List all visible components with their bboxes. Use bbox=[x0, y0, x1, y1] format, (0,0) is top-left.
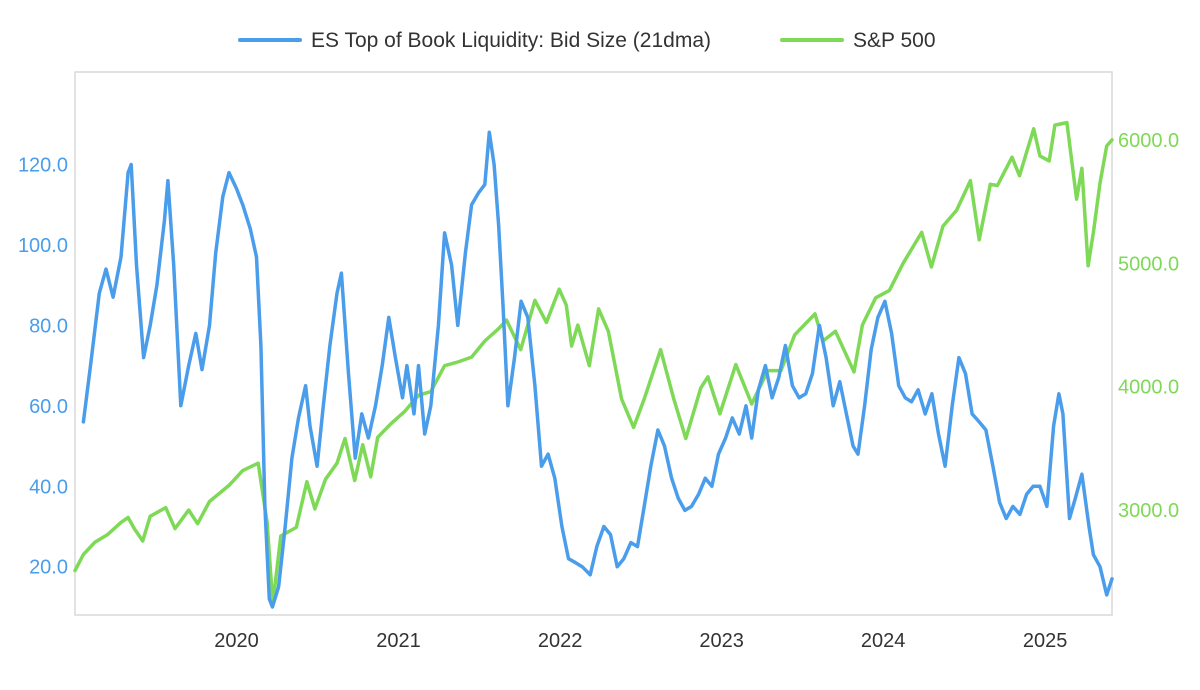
left-tick-label: 60.0 bbox=[29, 396, 68, 418]
right-tick-label: 3000.0 bbox=[1118, 500, 1179, 522]
series-layer bbox=[73, 120, 1114, 609]
right-tick-label: 4000.0 bbox=[1118, 377, 1179, 399]
left-axis: 20.0 40.0 60.0 80.0 100.0 120.0 bbox=[18, 155, 68, 579]
legend-item-sp500: S&P 500 bbox=[780, 29, 936, 52]
legend-label: ES Top of Book Liquidity: Bid Size (21dm… bbox=[311, 29, 711, 52]
left-tick-label: 100.0 bbox=[18, 235, 68, 257]
right-tick-label: 5000.0 bbox=[1118, 253, 1179, 275]
legend: ES Top of Book Liquidity: Bid Size (21dm… bbox=[238, 29, 936, 52]
left-tick-label: 20.0 bbox=[29, 557, 68, 579]
right-axis: 3000.0 4000.0 5000.0 6000.0 bbox=[1118, 130, 1179, 522]
right-tick-label: 6000.0 bbox=[1118, 130, 1179, 152]
x-tick-label: 2021 bbox=[376, 630, 421, 652]
x-tick-label: 2022 bbox=[538, 630, 583, 652]
legend-label: S&P 500 bbox=[853, 29, 936, 52]
series-line-sp500 bbox=[73, 120, 1114, 606]
legend-item-bid-size: ES Top of Book Liquidity: Bid Size (21dm… bbox=[238, 29, 711, 52]
series-line-bid-size bbox=[81, 130, 1114, 609]
x-tick-label: 2025 bbox=[1023, 630, 1068, 652]
x-tick-label: 2024 bbox=[861, 630, 906, 652]
x-tick-label: 2020 bbox=[214, 630, 259, 652]
left-tick-label: 80.0 bbox=[29, 315, 68, 337]
left-tick-label: 120.0 bbox=[18, 155, 68, 177]
x-axis: 2020 2021 2022 2023 2024 2025 bbox=[214, 630, 1067, 652]
x-tick-label: 2023 bbox=[699, 630, 744, 652]
left-tick-label: 40.0 bbox=[29, 476, 68, 498]
